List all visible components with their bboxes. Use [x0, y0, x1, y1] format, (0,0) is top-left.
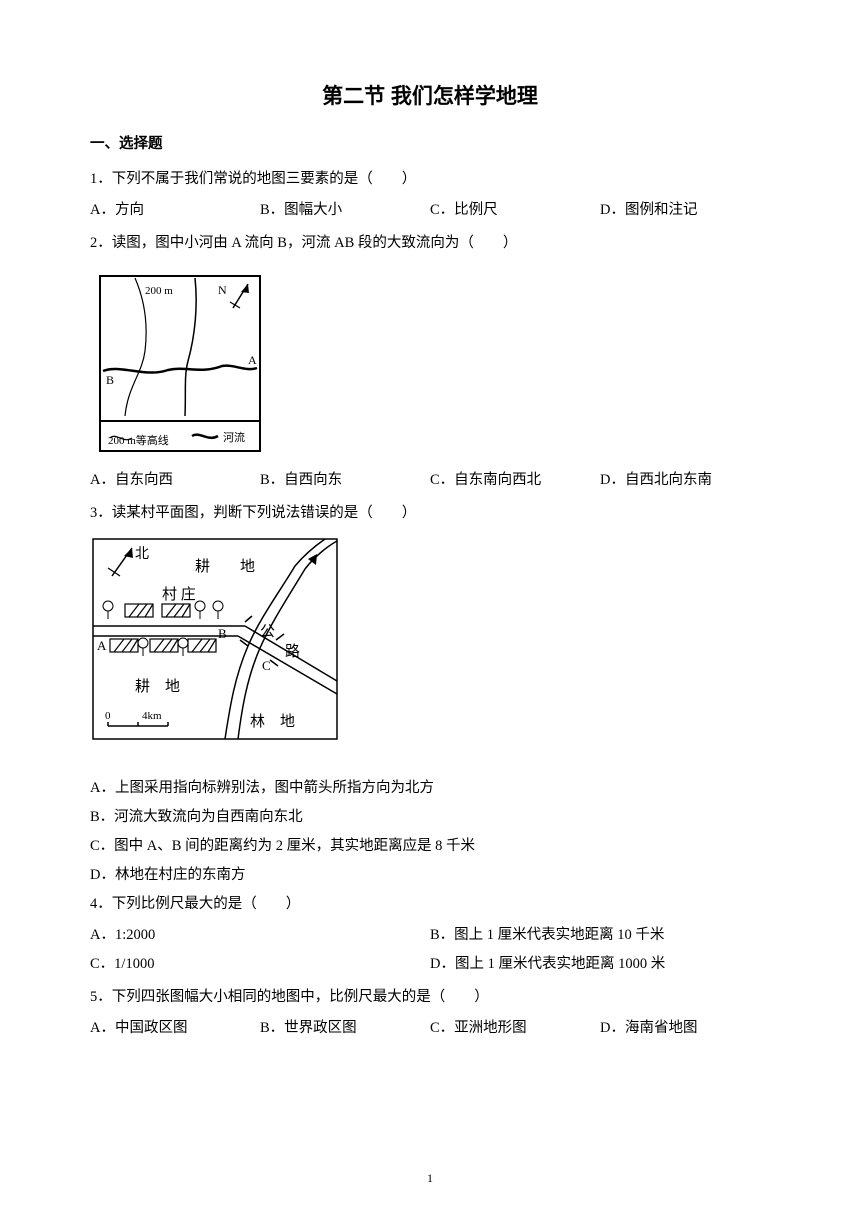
q3-opt-b: B．河流大致流向为自西南向东北: [90, 803, 770, 832]
river-line: [185, 278, 196, 416]
q1-stem: 1．下列不属于我们常说的地图三要素的是（ ）: [90, 165, 770, 194]
q4-opt-d: D．图上 1 厘米代表实地距离 1000 米: [430, 950, 770, 979]
label-a: A: [248, 353, 257, 367]
q5-stem: 5．下列四张图幅大小相同的地图中，比例尺最大的是（ ）: [90, 983, 770, 1012]
scale-bar-icon: 0 4km: [105, 710, 168, 726]
label-farmland-bottom: 耕 地: [135, 677, 180, 695]
svg-text:4km: 4km: [142, 710, 162, 722]
q4-stem: 4．下列比例尺最大的是（ ）: [90, 890, 770, 919]
q2-opt-d: D．自西北向东南: [600, 466, 770, 495]
q5-opt-b: B．世界政区图: [260, 1014, 430, 1043]
q2-figure: 200 m N A B 200 m等高线 河流: [90, 266, 770, 456]
q3-opt-c: C．图中 A、B 间的距离约为 2 厘米，其实地距离应是 8 千米: [90, 832, 770, 861]
q5-opt-a: A．中国政区图: [90, 1014, 260, 1043]
road-icon: [93, 626, 337, 694]
q1-opt-b: B．图幅大小: [260, 196, 430, 225]
q1-options: A．方向 B．图幅大小 C．比例尺 D．图例和注记: [90, 196, 770, 225]
svg-text:北: 北: [135, 546, 149, 562]
q2-opt-b: B．自西向东: [260, 466, 430, 495]
q5-opt-c: C．亚洲地形图: [430, 1014, 600, 1043]
section-heading: 一、选择题: [90, 132, 770, 153]
page-title: 第二节 我们怎样学地理: [90, 80, 770, 110]
svg-text:N: N: [218, 283, 227, 297]
label-a: A: [97, 638, 107, 653]
q4-opt-b: B．图上 1 厘米代表实地距离 10 千米: [430, 921, 770, 950]
label-forest: 林 地: [250, 713, 295, 730]
q3-opt-d: D．林地在村庄的东南方: [90, 861, 770, 890]
q5-options: A．中国政区图 B．世界政区图 C．亚洲地形图 D．海南省地图: [90, 1014, 770, 1043]
q2-stem: 2．读图，图中小河由 A 流向 B，河流 AB 段的大致流向为（ ）: [90, 229, 770, 258]
q1-opt-c: C．比例尺: [430, 196, 600, 225]
q4-options: A．1:2000 B．图上 1 厘米代表实地距离 10 千米 C．1/1000 …: [90, 921, 770, 979]
svg-text:0: 0: [105, 710, 111, 722]
q1-opt-d: D．图例和注记: [600, 196, 770, 225]
label-village: 村 庄: [162, 585, 196, 603]
q3-stem: 3．读某村平面图，判断下列说法错误的是（ ）: [90, 499, 770, 528]
q2-opt-a: A．自东向西: [90, 466, 260, 495]
label-c: C: [262, 658, 271, 673]
q2-opt-c: C．自东南向西北: [430, 466, 600, 495]
north-arrow-icon: N: [218, 283, 249, 308]
label-farmland-top: 耕 地: [195, 557, 255, 575]
page-number: 1: [0, 1171, 860, 1186]
q3-map-svg: 北 耕 地 耕 地 村 庄 林 地 公 路: [90, 536, 340, 756]
q1-opt-a: A．方向: [90, 196, 260, 225]
q2-options: A．自东向西 B．自西向东 C．自东南向西北 D．自西北向东南: [90, 466, 770, 495]
label-b: B: [106, 373, 114, 387]
q3-figure: 北 耕 地 耕 地 村 庄 林 地 公 路: [90, 536, 770, 756]
legend-river-line: [192, 435, 218, 438]
north-arrow-icon: 北: [108, 546, 149, 576]
label-b: B: [218, 626, 227, 641]
contour-line: [125, 278, 146, 416]
ab-river: [103, 366, 257, 373]
q3-opt-a: A．上图采用指向标辨别法，图中箭头所指方向为北方: [90, 774, 770, 803]
q2-map-svg: 200 m N A B 200 m等高线 河流: [90, 266, 270, 456]
label-200m: 200 m: [145, 285, 173, 297]
legend-200m: 200 m等高线: [108, 433, 169, 447]
q5-opt-d: D．海南省地图: [600, 1014, 770, 1043]
q4-opt-c: C．1/1000: [90, 950, 430, 979]
legend-river: 河流: [223, 430, 245, 444]
q4-opt-a: A．1:2000: [90, 921, 430, 950]
trees-icon: [103, 601, 223, 656]
